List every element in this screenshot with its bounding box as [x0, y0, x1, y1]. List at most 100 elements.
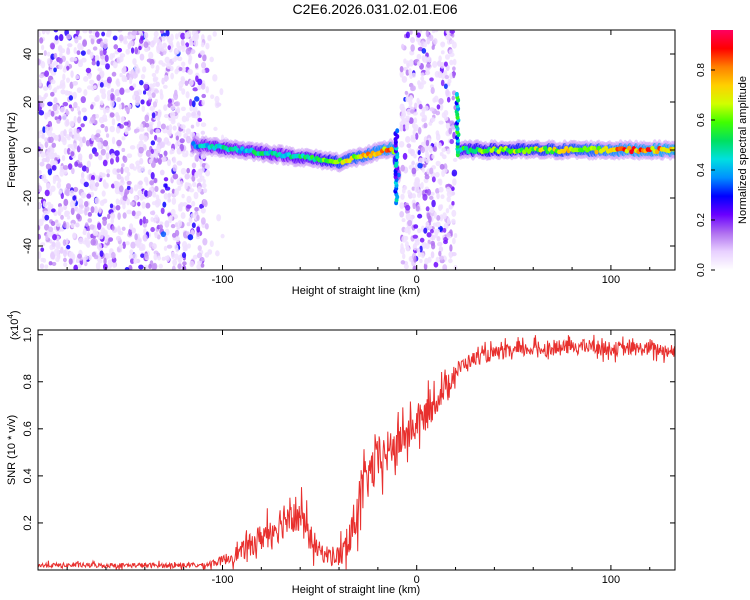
- spectrogram-noise-cell: [166, 159, 172, 167]
- spectrogram-noise-cell: [435, 187, 440, 194]
- snr-y-scale-exponent: 4: [6, 314, 15, 319]
- spectrogram-noise-cell: [68, 258, 73, 265]
- spectrogram-ridge-cell: [592, 145, 597, 151]
- spectrogram-noise-cell: [109, 203, 114, 209]
- spectrogram-noise-cell: [91, 60, 96, 66]
- spectrogram-noise-cell: [122, 241, 126, 249]
- spectrogram-noise-cell: [112, 168, 118, 175]
- spectrogram-noise-cell: [77, 35, 82, 41]
- spectrogram-noise-cell: [104, 54, 109, 63]
- spectrogram-noise-cell: [196, 226, 201, 233]
- spectrogram-noise-cell: [83, 181, 89, 188]
- spectrogram-noise-cell: [448, 258, 453, 264]
- spectrogram-noise-cell: [111, 52, 116, 58]
- spectrogram-noise-cell: [100, 40, 104, 48]
- spectrogram-noise-cell: [47, 101, 53, 107]
- spectrogram-noise-cell: [59, 106, 66, 113]
- spectrogram-noise-cell: [144, 47, 149, 53]
- spectrogram-noise-cell: [120, 176, 124, 183]
- spectrogram-noise-cell: [199, 203, 205, 209]
- spectrogram-noise-cell: [151, 92, 156, 98]
- spectrogram-noise-cell: [444, 54, 450, 60]
- spectrogram-noise-cell: [61, 137, 67, 142]
- spectrogram-noise-cell: [116, 173, 122, 180]
- spectrogram-noise-cell: [188, 41, 194, 46]
- spectrogram-noise-cell: [162, 201, 167, 208]
- spectrogram-noise-cell: [445, 30, 449, 34]
- spectrogram-noise-cell: [416, 61, 421, 67]
- spectrogram-noise-cell: [106, 253, 112, 259]
- spectrogram-noise-cell: [70, 106, 75, 112]
- spectrogram-noise-cell: [98, 171, 104, 179]
- colorbar-tick-label: 0.0: [696, 263, 707, 277]
- spectrogram-noise-cell: [185, 150, 189, 157]
- spectrogram-noise-cell: [132, 166, 137, 171]
- spectrogram-noise-cell: [184, 80, 189, 86]
- spectrogram-noise-cell: [180, 32, 186, 40]
- spectrogram-noise-cell: [62, 239, 67, 246]
- spectrogram-noise-cell: [118, 103, 122, 110]
- spectrogram-noise-cell: [192, 254, 198, 260]
- spectrogram-noise-cell: [157, 120, 161, 128]
- spectrogram-noise-cell: [102, 218, 107, 226]
- spectrogram-noise-cell: [131, 30, 137, 36]
- spectrogram-noise-cell: [98, 154, 103, 161]
- spectrogram-noise-cell: [143, 31, 149, 39]
- spectrogram-noise-cell: [423, 122, 428, 129]
- spectrogram-noise-cell: [431, 176, 436, 183]
- spectrogram-noise-cell: [446, 196, 451, 203]
- spectrogram-noise-cell: [96, 60, 100, 67]
- spectrogram-noise-cell: [67, 163, 73, 170]
- spectrogram-x-label: Height of straight line (km): [292, 285, 420, 297]
- spectrogram-noise-cell: [167, 98, 172, 104]
- spectrogram-noise-cell: [175, 135, 180, 141]
- spectrogram-noise-cell: [156, 137, 162, 143]
- spectrogram-noise-cell: [150, 63, 155, 69]
- spectrogram-noise-cell: [452, 131, 456, 140]
- snr-y-scale-suffix: ): [9, 310, 21, 314]
- spectrogram-noise-cell: [421, 106, 426, 114]
- spectrogram-noise-cell: [103, 38, 108, 44]
- spectrogram-noise-cell: [59, 169, 65, 177]
- spectrogram-noise-cell: [86, 49, 91, 55]
- spectrogram-noise-cell: [160, 207, 165, 215]
- spectrogram-noise-cell: [196, 85, 202, 91]
- colorbar-ticks: 0.0 0.2 0.4 0.6 0.8: [696, 63, 715, 277]
- spectrogram-noise-cell: [181, 252, 187, 259]
- spectrogram-noise-cell: [156, 234, 161, 240]
- spectrogram-noise-cell: [59, 51, 63, 59]
- spectrogram-noise-cell: [41, 96, 45, 103]
- spectrogram-noise-cell: [45, 30, 51, 35]
- spectrogram-noise-cell: [46, 182, 51, 190]
- spectrogram-noise-cell: [171, 197, 177, 205]
- spectrogram-noise-cell: [170, 251, 176, 260]
- spectrogram-noise-cell: [78, 142, 83, 148]
- spectrogram-noise-cell: [191, 175, 196, 182]
- spectrogram-noise-cell: [144, 253, 149, 259]
- spectrogram-noise-cell: [181, 88, 186, 95]
- spectrogram-noise-cell: [129, 186, 134, 195]
- spectrogram-noise-cell: [423, 227, 428, 234]
- spectrogram-noise-cell: [153, 177, 158, 184]
- spectrogram-noise-cell: [425, 206, 430, 212]
- spectrogram-noise-cell: [184, 31, 190, 40]
- spectrogram-noise-cell: [417, 150, 421, 156]
- spectrogram-noise-cell: [121, 200, 126, 206]
- spectrogram-noise-cell: [430, 240, 435, 246]
- spectrogram-noise-cell: [139, 157, 144, 165]
- spectrogram-noise-cell: [170, 33, 174, 42]
- spectrogram-noise-cell: [165, 30, 170, 37]
- spectrogram-noise-cell: [94, 151, 99, 157]
- spectrogram-noise-cell: [111, 71, 117, 77]
- spectrogram-noise-cell: [72, 80, 78, 86]
- spectrogram-noise-cell: [53, 134, 60, 141]
- spectrogram-noise-cell: [182, 261, 187, 266]
- spectrogram-noise-cell: [160, 189, 165, 194]
- spectrogram-noise-cell: [214, 95, 220, 103]
- spectrogram-noise-cell: [200, 61, 207, 69]
- spectrogram-noise-cell: [156, 147, 161, 154]
- spectrogram-noise-cell: [201, 69, 206, 74]
- spectrogram-noise-cell: [118, 185, 124, 193]
- spectrogram-noise-cell: [74, 36, 79, 44]
- spectrogram-noise-cell: [90, 174, 95, 181]
